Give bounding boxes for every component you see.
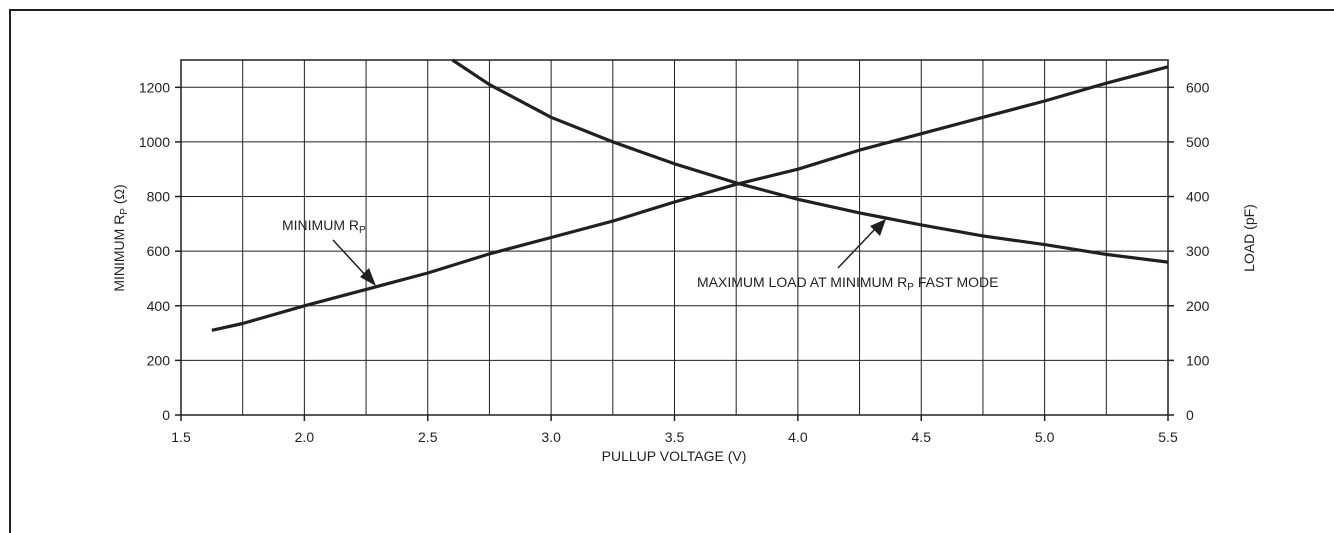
y-left-tick-label: 800 xyxy=(147,189,171,205)
chart-frame xyxy=(9,9,1334,533)
y-left-tick-label: 1000 xyxy=(139,134,170,150)
x-tick-label: 2.0 xyxy=(295,429,315,445)
series-lines xyxy=(211,58,1169,332)
y-left-tick-label: 0 xyxy=(162,407,170,423)
x-tick-label: 1.5 xyxy=(171,429,191,445)
series-label-min-rp: MINIMUM RP xyxy=(282,217,366,236)
x-tick-label: 4.5 xyxy=(912,429,932,445)
y-right-tick-label: 600 xyxy=(1186,79,1210,95)
y-axis-left-label: MINIMUM RP (Ω) xyxy=(111,184,130,291)
x-tick-label: 3.5 xyxy=(665,429,685,445)
axis-ticks xyxy=(175,86,1174,421)
x-axis-label: PULLUP VOLTAGE (V) xyxy=(602,448,747,464)
vertical-grid xyxy=(242,60,1107,415)
y-right-tick-label: 0 xyxy=(1186,407,1194,423)
y-right-tick-label: 300 xyxy=(1186,243,1210,259)
annotation-arrow-min-rp xyxy=(332,239,376,286)
annotation-arrow-max-load xyxy=(837,219,886,269)
y-right-tick-label: 100 xyxy=(1186,352,1210,368)
x-tick-label: 3.0 xyxy=(541,429,561,445)
tick-labels: 1.5 2.0 2.5 3.0 3.5 4.0 4.5 5.0 5.5 0 200 400 600 800… xyxy=(139,79,1210,445)
series-line-2 xyxy=(451,58,1169,264)
y-axis-right-label: LOAD (pF) xyxy=(1241,204,1257,272)
series-label-max-load: MAXIMUM LOAD AT MINIMUM RP FAST MODE xyxy=(697,274,999,293)
series-line-1 xyxy=(211,65,1169,332)
y-left-tick-label: 200 xyxy=(147,352,171,368)
y-right-tick-label: 400 xyxy=(1186,189,1210,205)
x-tick-label: 5.0 xyxy=(1035,429,1055,445)
y-left-tick-label: 1200 xyxy=(139,79,170,95)
y-right-tick-label: 500 xyxy=(1186,134,1210,150)
y-right-tick-label: 200 xyxy=(1186,298,1210,314)
horizontal-grid xyxy=(181,86,1168,361)
x-tick-label: 4.0 xyxy=(788,429,808,445)
x-tick-label: 2.5 xyxy=(418,429,438,445)
y-left-tick-label: 600 xyxy=(147,243,171,259)
x-tick-label: 5.5 xyxy=(1158,429,1178,445)
y-left-tick-label: 400 xyxy=(147,298,171,314)
